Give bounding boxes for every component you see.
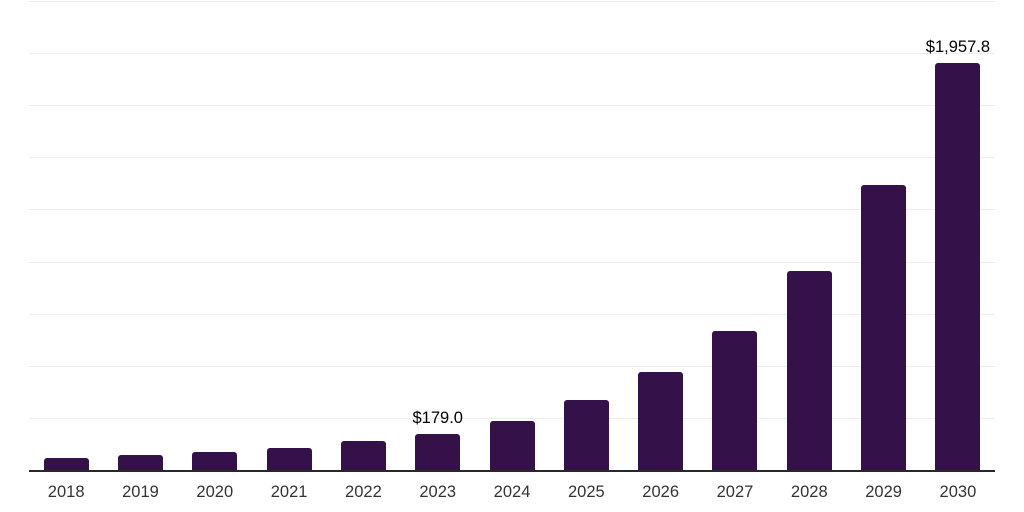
x-axis-tick-label-2026: 2026 bbox=[642, 483, 680, 501]
bar-2021 bbox=[266, 448, 312, 471]
x-axis-tick-label-2028: 2028 bbox=[790, 483, 828, 501]
bar-value-label-2030: $1,957.8 bbox=[925, 37, 991, 56]
x-axis-tick-label-2030: 2030 bbox=[939, 483, 977, 501]
bar-slot: $179.0 bbox=[401, 2, 475, 471]
gridline bbox=[29, 365, 995, 367]
bar-2029 bbox=[861, 184, 907, 471]
x-axis-line bbox=[29, 470, 995, 472]
bar-2019 bbox=[117, 455, 163, 471]
gridline bbox=[29, 209, 995, 211]
bar-value-label-2023: $179.0 bbox=[412, 408, 463, 427]
bar-slot bbox=[252, 2, 326, 471]
bar-slot bbox=[624, 2, 698, 471]
x-axis-tick-label-2023: 2023 bbox=[419, 483, 457, 501]
bar-2028 bbox=[786, 271, 832, 471]
bar-slot bbox=[772, 2, 846, 471]
bar-slot bbox=[326, 2, 400, 471]
gridline bbox=[29, 261, 995, 263]
gridline bbox=[29, 53, 995, 55]
x-axis-tick-label-2027: 2027 bbox=[716, 483, 754, 501]
bar-slot bbox=[846, 2, 920, 471]
gridline bbox=[29, 313, 995, 315]
gridline bbox=[29, 1, 995, 2]
bar-slot bbox=[549, 2, 623, 471]
plot-area: $179.0 $1,957.8 bbox=[29, 1, 995, 472]
bars-container: $179.0 $1,957.8 bbox=[29, 2, 995, 471]
bar-2024 bbox=[489, 420, 535, 471]
x-axis-tick-label-2020: 2020 bbox=[196, 483, 234, 501]
bar-slot bbox=[178, 2, 252, 471]
x-axis-tick-label-2018: 2018 bbox=[47, 483, 85, 501]
gridline bbox=[29, 157, 995, 159]
bar-2020 bbox=[192, 452, 238, 471]
bar-2030 bbox=[935, 62, 981, 471]
x-axis-tick-label-2021: 2021 bbox=[270, 483, 308, 501]
bar-slot bbox=[698, 2, 772, 471]
gridline bbox=[29, 417, 995, 419]
bar-slot bbox=[29, 2, 103, 471]
bar-2027 bbox=[712, 330, 758, 471]
x-axis-tick-label-2024: 2024 bbox=[493, 483, 531, 501]
bar-2023 bbox=[415, 433, 461, 471]
bar-2022 bbox=[340, 441, 386, 471]
x-axis-tick-label-2019: 2019 bbox=[122, 483, 159, 501]
x-axis-tick-label-2029: 2029 bbox=[865, 483, 902, 501]
bar-slot bbox=[103, 2, 177, 471]
bar-2026 bbox=[638, 371, 684, 471]
x-axis-tick-label-2022: 2022 bbox=[345, 483, 382, 501]
bar-slot bbox=[475, 2, 549, 471]
bar-2025 bbox=[563, 399, 609, 471]
x-axis-tick-label-2025: 2025 bbox=[567, 483, 605, 501]
gridline bbox=[29, 105, 995, 107]
bar-slot: $1,957.8 bbox=[921, 2, 995, 471]
x-axis-labels: 2018 2019 2020 2021 2022 2023 2024 2025 2026 2027… bbox=[29, 483, 995, 502]
bar-2018 bbox=[43, 458, 89, 471]
